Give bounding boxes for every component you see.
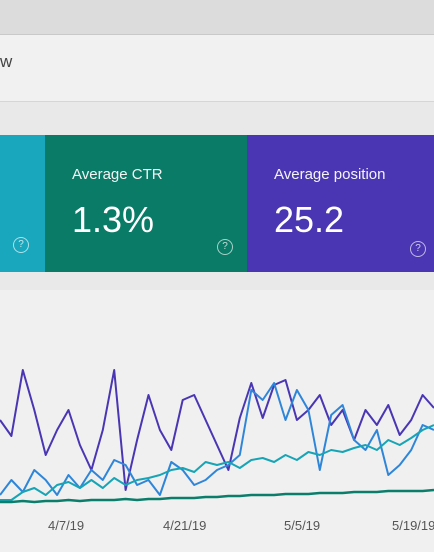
help-circle-icon[interactable]: ? <box>410 241 426 257</box>
metric-card-average-position[interactable]: Average position 25.2 ? <box>247 135 434 272</box>
metric-label: Average CTR <box>72 166 163 183</box>
help-circle-icon[interactable]: ? <box>217 239 233 255</box>
top-bar <box>0 0 434 35</box>
metric-card-average-ctr[interactable]: Average CTR 1.3% ? <box>45 135 247 272</box>
series-line-0 <box>0 369 434 491</box>
series-line-1 <box>0 382 434 496</box>
header-title-fragment: w <box>0 52 13 71</box>
x-tick-label: 5/5/19 <box>284 518 321 533</box>
metric-value: 25.2 <box>274 199 345 240</box>
x-tick-label: 5/19/19 <box>392 518 434 533</box>
chart-svg <box>0 369 434 504</box>
metric-label: Average position <box>274 166 386 183</box>
x-tick-label: 4/7/19 <box>48 518 85 533</box>
metric-value: 1.3% <box>72 199 155 240</box>
x-tick-label: 4/21/19 <box>163 518 207 533</box>
page-header <box>0 35 434 102</box>
series-line-3 <box>0 488 434 504</box>
series-line-2 <box>0 424 434 501</box>
performance-chart[interactable]: 4/7/19 4/21/19 5/5/19 5/19/19 <box>0 290 434 552</box>
metric-card-cyan[interactable]: ? <box>0 135 45 272</box>
metric-cards: ? Average CTR 1.3% ? Average position 25… <box>0 135 434 272</box>
help-circle-icon[interactable]: ? <box>13 237 29 253</box>
